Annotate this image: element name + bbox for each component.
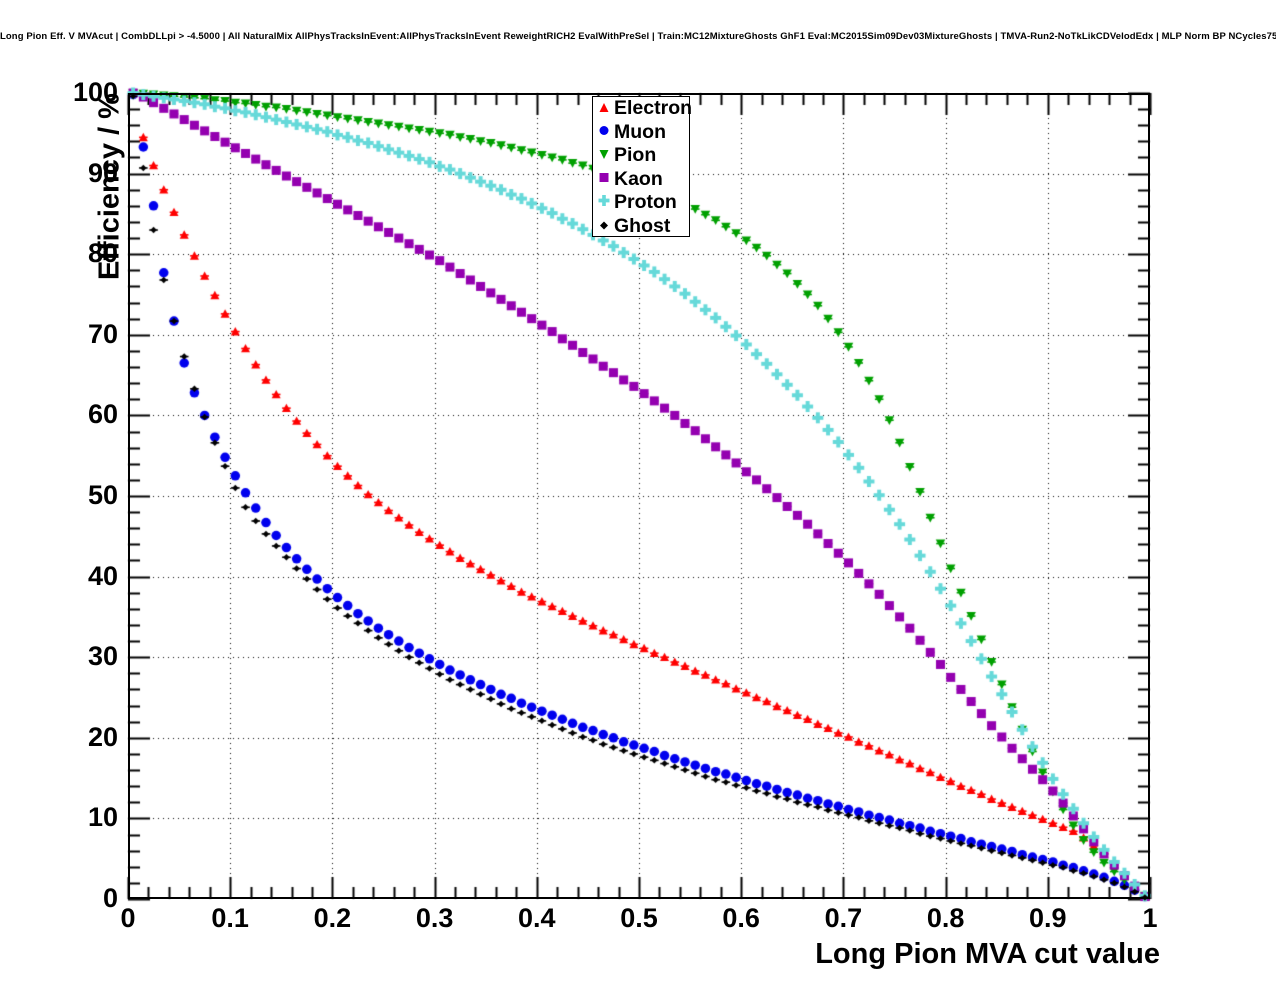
y-axis-title: Efficiency / %	[93, 93, 126, 280]
legend-item-label: Proton	[614, 191, 677, 214]
x-tick-label: 0.8	[926, 903, 965, 933]
plot-title: Long Pion Eff. V MVAcut | CombDLLpi > -4…	[0, 31, 1276, 42]
y-tick-label: 60	[87, 399, 118, 430]
y-tick-label: 30	[87, 641, 118, 672]
x-tick-label: 0	[120, 903, 136, 933]
triangle-down-marker-icon	[595, 144, 613, 167]
y-tick-label: 80	[87, 238, 118, 269]
legend-item-muon[interactable]: Muon	[593, 121, 689, 145]
legend-item-label: Electron	[614, 97, 693, 120]
legend-item-label: Kaon	[614, 167, 663, 190]
legend-item-pion[interactable]: Pion	[593, 144, 689, 168]
plot-frame	[128, 93, 1150, 899]
y-tick-label: 10	[87, 802, 118, 833]
circle-marker-icon	[595, 121, 613, 144]
x-tick-label: 0.1	[211, 903, 249, 933]
legend-item-label: Ghost	[614, 214, 671, 237]
legend-item-electron[interactable]: Electron	[593, 97, 693, 121]
legend-item-proton[interactable]: Proton	[593, 191, 689, 215]
x-tick-label: 0.6	[722, 903, 760, 933]
triangle-up-marker-icon	[595, 97, 613, 120]
legend-item-kaon[interactable]: Kaon	[593, 168, 689, 192]
y-tick-label: 70	[87, 318, 118, 349]
x-tick-label: 0.4	[518, 903, 556, 933]
y-tick-label: 50	[87, 480, 118, 510]
legend[interactable]: Electron Muon Pion Kaon Proton Ghost	[592, 96, 693, 239]
y-tick-label: 40	[87, 560, 118, 591]
x-axis-title: Long Pion MVA cut value	[815, 938, 1160, 970]
y-tick-label: 20	[87, 721, 118, 752]
x-axis-tick-labels: 0 0.1 0.2 0.3 0.4 0.5 0.6 0.7 0.8 0.9 1	[0, 903, 1276, 943]
x-tick-label: 0.2	[313, 903, 352, 933]
y-tick-label: 90	[87, 157, 118, 188]
legend-item-ghost[interactable]: Ghost	[593, 215, 689, 239]
cross-marker-icon	[595, 191, 613, 214]
square-marker-icon	[595, 168, 613, 191]
legend-item-label: Pion	[614, 144, 657, 167]
legend-item-label: Muon	[614, 120, 666, 143]
y-axis-tick-labels: 0 10 20 30 40 50 60 70 80 90 100	[50, 0, 118, 996]
x-tick-label: 0.7	[824, 903, 863, 933]
diamond-marker-icon	[595, 215, 613, 238]
x-tick-label: 0.5	[620, 903, 658, 933]
x-tick-label: 1	[1142, 903, 1158, 933]
x-tick-label: 0.9	[1029, 903, 1067, 933]
y-tick-label: 100	[72, 77, 118, 107]
y-tick-label: 0	[102, 883, 118, 913]
x-tick-label: 0.3	[415, 903, 454, 933]
